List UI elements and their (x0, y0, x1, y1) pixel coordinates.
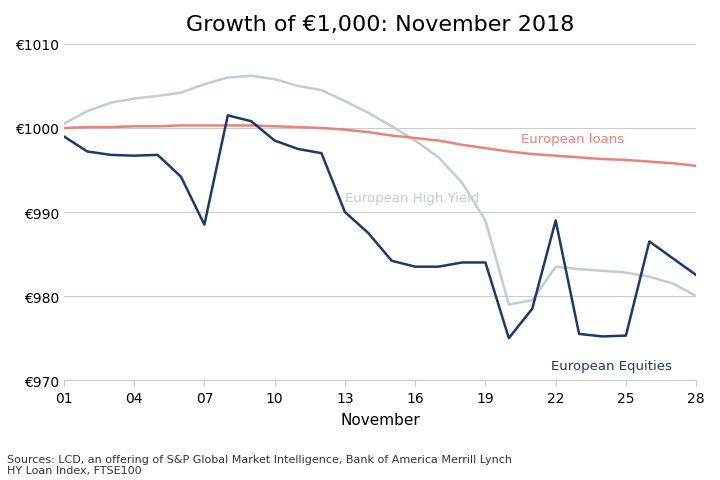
Text: European loans: European loans (521, 132, 624, 145)
X-axis label: November: November (340, 412, 420, 427)
Title: Growth of €1,000: November 2018: Growth of €1,000: November 2018 (186, 15, 575, 35)
Text: European High Yield: European High Yield (345, 192, 480, 204)
Text: European Equities: European Equities (551, 360, 672, 372)
Text: Sources: LCD, an offering of S&P Global Market Intelligence, Bank of America Mer: Sources: LCD, an offering of S&P Global … (7, 454, 512, 475)
